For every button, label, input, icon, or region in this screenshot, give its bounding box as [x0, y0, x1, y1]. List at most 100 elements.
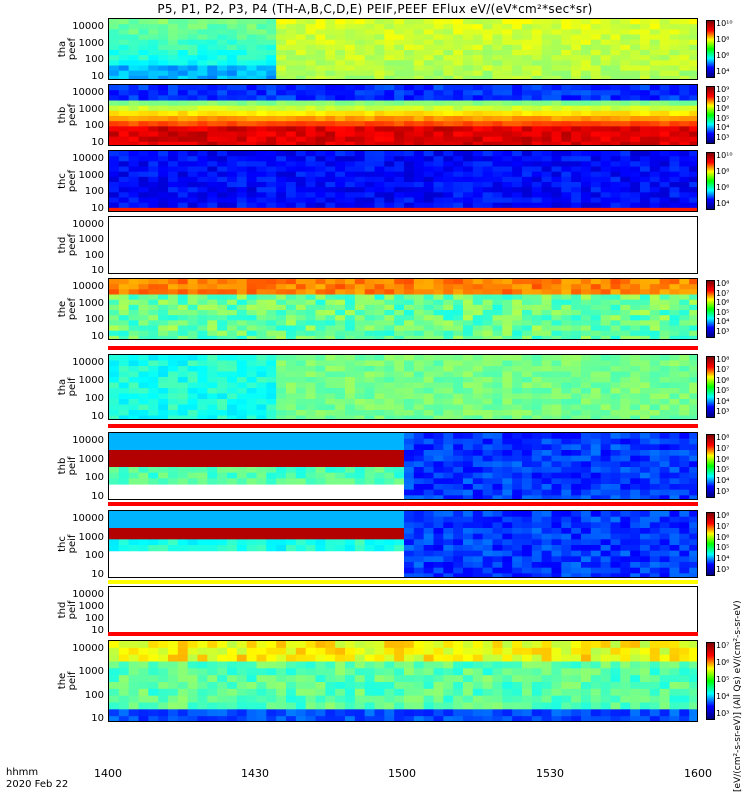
spectrogram-cell	[404, 19, 415, 25]
spectrogram-cell	[640, 567, 651, 574]
spectrogram-cell	[531, 539, 543, 546]
spectrogram-cell	[128, 166, 140, 173]
spectrogram-cell	[679, 567, 690, 574]
spectrogram-cell	[443, 161, 454, 168]
spectrogram-cell	[413, 294, 425, 301]
spectrogram-cell	[610, 166, 621, 173]
spectrogram-cell	[345, 187, 356, 193]
spectrogram-panel	[108, 586, 698, 634]
spectrogram-cell	[158, 388, 169, 395]
spectrogram-cell	[325, 182, 336, 188]
spectrogram-cell	[453, 438, 464, 445]
spectrogram-cell	[187, 70, 199, 77]
spectrogram-cell	[315, 176, 326, 183]
spectrogram-cell	[463, 489, 474, 496]
spectrogram-cell	[433, 455, 444, 462]
spectrogram-cell	[295, 382, 307, 389]
spectrogram-cell	[246, 60, 258, 67]
spectrogram-cell	[541, 279, 553, 285]
spectrogram-cell	[502, 39, 513, 46]
spectrogram-cell	[295, 166, 307, 173]
spectrogram-cell	[246, 702, 258, 710]
spectrogram-cell	[551, 472, 562, 479]
spectrogram-cell	[325, 70, 336, 77]
spectrogram-cell	[541, 320, 553, 327]
spectrogram-cell	[679, 65, 690, 72]
spectrogram-cell	[187, 675, 199, 683]
spectrogram-cell	[197, 65, 208, 72]
spectrogram-cell	[502, 126, 513, 133]
spectrogram-cell	[531, 197, 543, 204]
spectrogram-image	[109, 433, 697, 499]
spectrogram-cell	[158, 371, 169, 378]
spectrogram-cell	[620, 182, 631, 188]
spectrogram-cell	[315, 207, 326, 211]
spectrogram-cell	[286, 176, 297, 183]
spectrogram-cell	[187, 24, 199, 30]
spectrogram-cell	[453, 545, 464, 552]
spectrogram-cell	[207, 399, 218, 406]
spectrogram-cell	[649, 545, 661, 552]
spectrogram-cell	[413, 187, 425, 193]
spectrogram-cell	[600, 75, 612, 79]
spectrogram-cell	[404, 304, 415, 311]
spectrogram-cell	[581, 545, 592, 552]
spectrogram-cell	[433, 166, 444, 173]
spectrogram-cell	[669, 472, 680, 479]
spectrogram-cell	[600, 489, 612, 496]
spectrogram-cell	[295, 455, 307, 462]
spectrogram-cell	[187, 399, 199, 406]
spectrogram-cell	[404, 366, 415, 373]
spectrogram-cell	[413, 330, 425, 337]
spectrogram-cell	[295, 330, 307, 337]
spectrogram-cell	[502, 55, 513, 61]
spectrogram-cell	[502, 182, 513, 188]
spectrogram-cell	[649, 404, 661, 411]
spectrogram-cell	[217, 399, 228, 406]
spectrogram-cell	[109, 393, 120, 400]
spectrogram-cell	[295, 325, 307, 332]
spectrogram-cell	[630, 166, 641, 173]
spectrogram-cell	[305, 325, 317, 332]
spectrogram-cell	[227, 360, 238, 367]
spectrogram-cell	[463, 151, 474, 157]
spectrogram-cell	[423, 131, 435, 138]
spectrogram-cell	[148, 202, 159, 209]
spectrogram-cell	[531, 85, 543, 91]
spectrogram-cell	[374, 371, 385, 378]
spectrogram-cell	[227, 110, 238, 117]
spectrogram-cell	[669, 151, 680, 157]
spectrogram-cell	[413, 19, 425, 25]
spectrogram-cell	[492, 377, 503, 384]
spectrogram-cell	[315, 90, 326, 96]
spectrogram-cell	[384, 279, 395, 285]
spectrogram-cell	[246, 187, 258, 193]
spectrogram-cell	[286, 522, 297, 529]
spectrogram-cell	[325, 455, 336, 462]
spectrogram-cell	[187, 702, 199, 710]
spectrogram-cell	[590, 171, 602, 178]
spectrogram-cell	[286, 444, 297, 451]
spectrogram-cell	[394, 304, 405, 311]
spectrogram-cell	[207, 702, 218, 710]
spectrogram-cell	[236, 315, 248, 321]
spectrogram-cell	[423, 34, 435, 41]
spectrogram-cell	[561, 310, 572, 316]
spectrogram-cell	[482, 151, 494, 157]
spectrogram-cell	[404, 166, 415, 173]
spectrogram-cell	[423, 182, 435, 188]
spectrogram-cell	[590, 24, 602, 30]
spectrogram-cell	[669, 371, 680, 378]
spectrogram-cell	[354, 404, 366, 411]
spectrogram-cell	[148, 641, 159, 649]
spectrogram-cell	[659, 29, 671, 36]
spectrogram-cell	[197, 539, 208, 546]
spectrogram-cell	[236, 90, 248, 96]
spectrogram-cell	[512, 382, 523, 389]
spectrogram-cell	[512, 34, 523, 41]
spectrogram-cell	[374, 325, 385, 332]
spectrogram-cell	[640, 478, 651, 485]
spectrogram-cell	[227, 90, 238, 96]
spectrogram-cell	[138, 131, 149, 138]
spectrogram-cell	[325, 511, 336, 518]
